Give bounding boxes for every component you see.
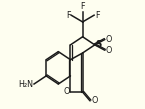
Text: F: F (66, 11, 70, 20)
Text: O: O (63, 87, 70, 96)
Text: F: F (95, 11, 99, 20)
Text: O: O (106, 46, 112, 55)
Text: S: S (96, 40, 102, 49)
Text: O: O (106, 35, 112, 44)
Text: O: O (91, 96, 97, 105)
Text: F: F (80, 2, 85, 11)
Text: H₂N: H₂N (18, 79, 33, 89)
